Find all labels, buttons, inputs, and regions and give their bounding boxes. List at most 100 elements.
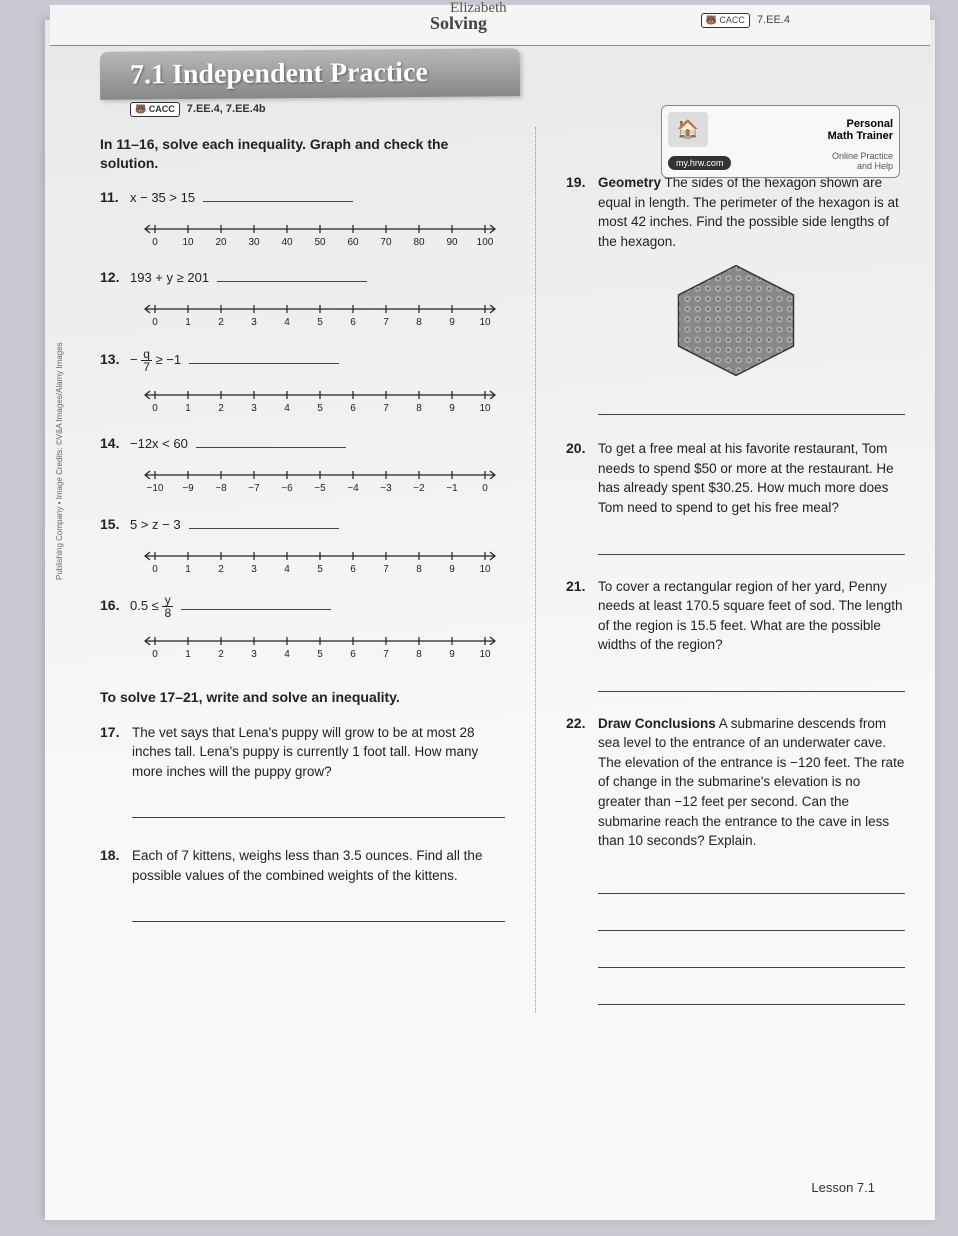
svg-text:0: 0 — [152, 317, 158, 328]
answer-14[interactable] — [196, 433, 346, 448]
svg-text:9: 9 — [449, 403, 455, 414]
expr-13: − q7 ≥ −1 — [130, 348, 505, 373]
svg-text:0: 0 — [152, 237, 158, 248]
svg-text:6: 6 — [350, 403, 356, 414]
standards-line: 🐻 CACC 7.EE.4, 7.EE.4b — [100, 98, 520, 117]
svg-text:50: 50 — [314, 237, 326, 248]
number-line-13: 012345678910 — [135, 385, 505, 420]
answer-21[interactable] — [598, 673, 905, 692]
problem-22: 22. Draw Conclusions A submarine descend… — [566, 714, 905, 851]
svg-text:9: 9 — [449, 564, 455, 575]
svg-text:−2: −2 — [413, 483, 425, 494]
pnum-18: 18. — [100, 846, 132, 885]
svg-text:80: 80 — [413, 237, 425, 248]
svg-text:7: 7 — [383, 317, 389, 328]
svg-text:5: 5 — [317, 649, 323, 660]
svg-text:8: 8 — [416, 403, 422, 414]
svg-text:10: 10 — [479, 649, 491, 660]
problem-21: 21. To cover a rectangular region of her… — [566, 577, 905, 655]
problem-12: 12. 193 + y ≥ 201 — [100, 267, 505, 287]
number-line-15: 012345678910 — [135, 546, 505, 581]
answer-22c[interactable] — [598, 949, 905, 968]
answer-19[interactable] — [598, 396, 905, 415]
number-line-16: 012345678910 — [135, 631, 505, 666]
answer-22b[interactable] — [598, 912, 905, 931]
svg-text:−3: −3 — [380, 483, 392, 494]
hrw-link[interactable]: my.hrw.com — [668, 156, 731, 170]
problem-11: 11. x − 35 > 15 — [100, 187, 505, 207]
peek-standard: 🐻 CACC CACC 7.EE.47.EE.4 — [701, 13, 790, 28]
svg-text:3: 3 — [251, 649, 257, 660]
svg-text:0: 0 — [152, 403, 158, 414]
pnum-16: 16. — [100, 596, 130, 615]
worksheet-page: Elizabeth Solving 🐻 CACC CACC 7.EE.47.EE… — [45, 20, 935, 1220]
problem-17: 17. The vet says that Lena's puppy will … — [100, 723, 505, 782]
answer-11[interactable] — [203, 187, 353, 202]
right-column: 19. Geometry The sides of the hexagon sh… — [566, 127, 905, 1013]
cacc-badge: 🐻 CACC — [701, 13, 750, 28]
answer-22a[interactable] — [598, 875, 905, 894]
svg-text:20: 20 — [215, 237, 227, 248]
svg-text:3: 3 — [251, 564, 257, 575]
answer-20[interactable] — [598, 536, 905, 555]
number-line-14: −10−9−8−7−6−5−4−3−2−10 — [135, 465, 505, 500]
svg-text:9: 9 — [449, 317, 455, 328]
text-22: Draw Conclusions A submarine descends fr… — [598, 714, 905, 851]
svg-text:40: 40 — [281, 237, 293, 248]
column-divider — [535, 127, 536, 1013]
svg-text:5: 5 — [317, 317, 323, 328]
expr-15: 5 > z − 3 — [130, 514, 505, 534]
pnum-14: 14. — [100, 434, 130, 453]
svg-text:7: 7 — [383, 649, 389, 660]
svg-text:2: 2 — [218, 317, 224, 328]
svg-text:10: 10 — [479, 403, 491, 414]
answer-16[interactable] — [181, 595, 331, 610]
svg-text:60: 60 — [347, 237, 359, 248]
svg-text:6: 6 — [350, 649, 356, 660]
expr-12: 193 + y ≥ 201 — [130, 267, 505, 287]
left-column: In 11–16, solve each inequality. Graph a… — [100, 127, 505, 1013]
banner-title: 7.1 Independent Practice — [100, 48, 520, 100]
answer-15[interactable] — [189, 514, 339, 529]
answer-22d[interactable] — [598, 986, 905, 1005]
svg-text:0: 0 — [152, 564, 158, 575]
answer-13[interactable] — [189, 349, 339, 364]
trainer-sub2: and Help — [832, 161, 893, 171]
svg-text:6: 6 — [350, 564, 356, 575]
svg-text:70: 70 — [380, 237, 392, 248]
lesson-banner: 7.1 Independent Practice 🐻 CACC 7.EE.4, … — [100, 50, 520, 117]
svg-text:−10: −10 — [147, 483, 164, 494]
answer-17[interactable] — [132, 799, 505, 818]
trainer-title1: Personal — [714, 118, 893, 130]
problem-18: 18. Each of 7 kittens, weighs less than … — [100, 846, 505, 885]
pnum-22: 22. — [566, 714, 598, 851]
pnum-13: 13. — [100, 350, 130, 369]
trainer-sub1: Online Practice — [832, 151, 893, 161]
side-credit: Publishing Company • Image Credits: ©V&A… — [55, 342, 64, 580]
svg-text:4: 4 — [284, 649, 290, 660]
answer-12[interactable] — [217, 267, 367, 282]
svg-text:0: 0 — [152, 649, 158, 660]
pnum-21: 21. — [566, 577, 598, 655]
svg-text:0: 0 — [482, 483, 488, 494]
svg-text:2: 2 — [218, 564, 224, 575]
hexagon-image — [671, 263, 801, 378]
svg-text:2: 2 — [218, 649, 224, 660]
svg-text:100: 100 — [477, 237, 494, 248]
expr-14: −12x < 60 — [130, 433, 505, 453]
instruction-1: In 11–16, solve each inequality. Graph a… — [100, 135, 505, 173]
svg-text:10: 10 — [182, 237, 194, 248]
pnum-19: 19. — [566, 173, 598, 251]
svg-text:3: 3 — [251, 403, 257, 414]
problem-16: 16. 0.5 ≤ y8 — [100, 594, 505, 619]
svg-text:−4: −4 — [347, 483, 359, 494]
problem-13: 13. − q7 ≥ −1 — [100, 348, 505, 373]
pnum-12: 12. — [100, 268, 130, 287]
svg-text:8: 8 — [416, 649, 422, 660]
background-sheet-peek: Elizabeth Solving 🐻 CACC CACC 7.EE.47.EE… — [50, 5, 930, 46]
answer-18[interactable] — [132, 903, 505, 922]
instruction-2: To solve 17–21, write and solve an inequ… — [100, 688, 505, 707]
problem-19: 19. Geometry The sides of the hexagon sh… — [566, 173, 905, 251]
expr-16: 0.5 ≤ y8 — [130, 594, 505, 619]
svg-text:−5: −5 — [314, 483, 326, 494]
